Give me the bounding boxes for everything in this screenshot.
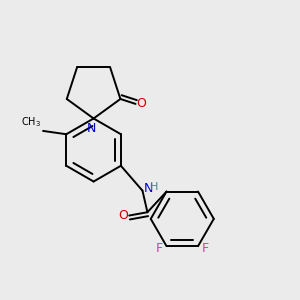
Text: H: H [150, 182, 158, 192]
Text: F: F [156, 242, 163, 255]
Text: N: N [87, 122, 97, 136]
Text: CH$_3$: CH$_3$ [21, 116, 41, 129]
Text: O: O [118, 209, 128, 222]
Text: O: O [136, 98, 146, 110]
Text: N: N [143, 182, 153, 196]
Text: F: F [202, 242, 209, 255]
